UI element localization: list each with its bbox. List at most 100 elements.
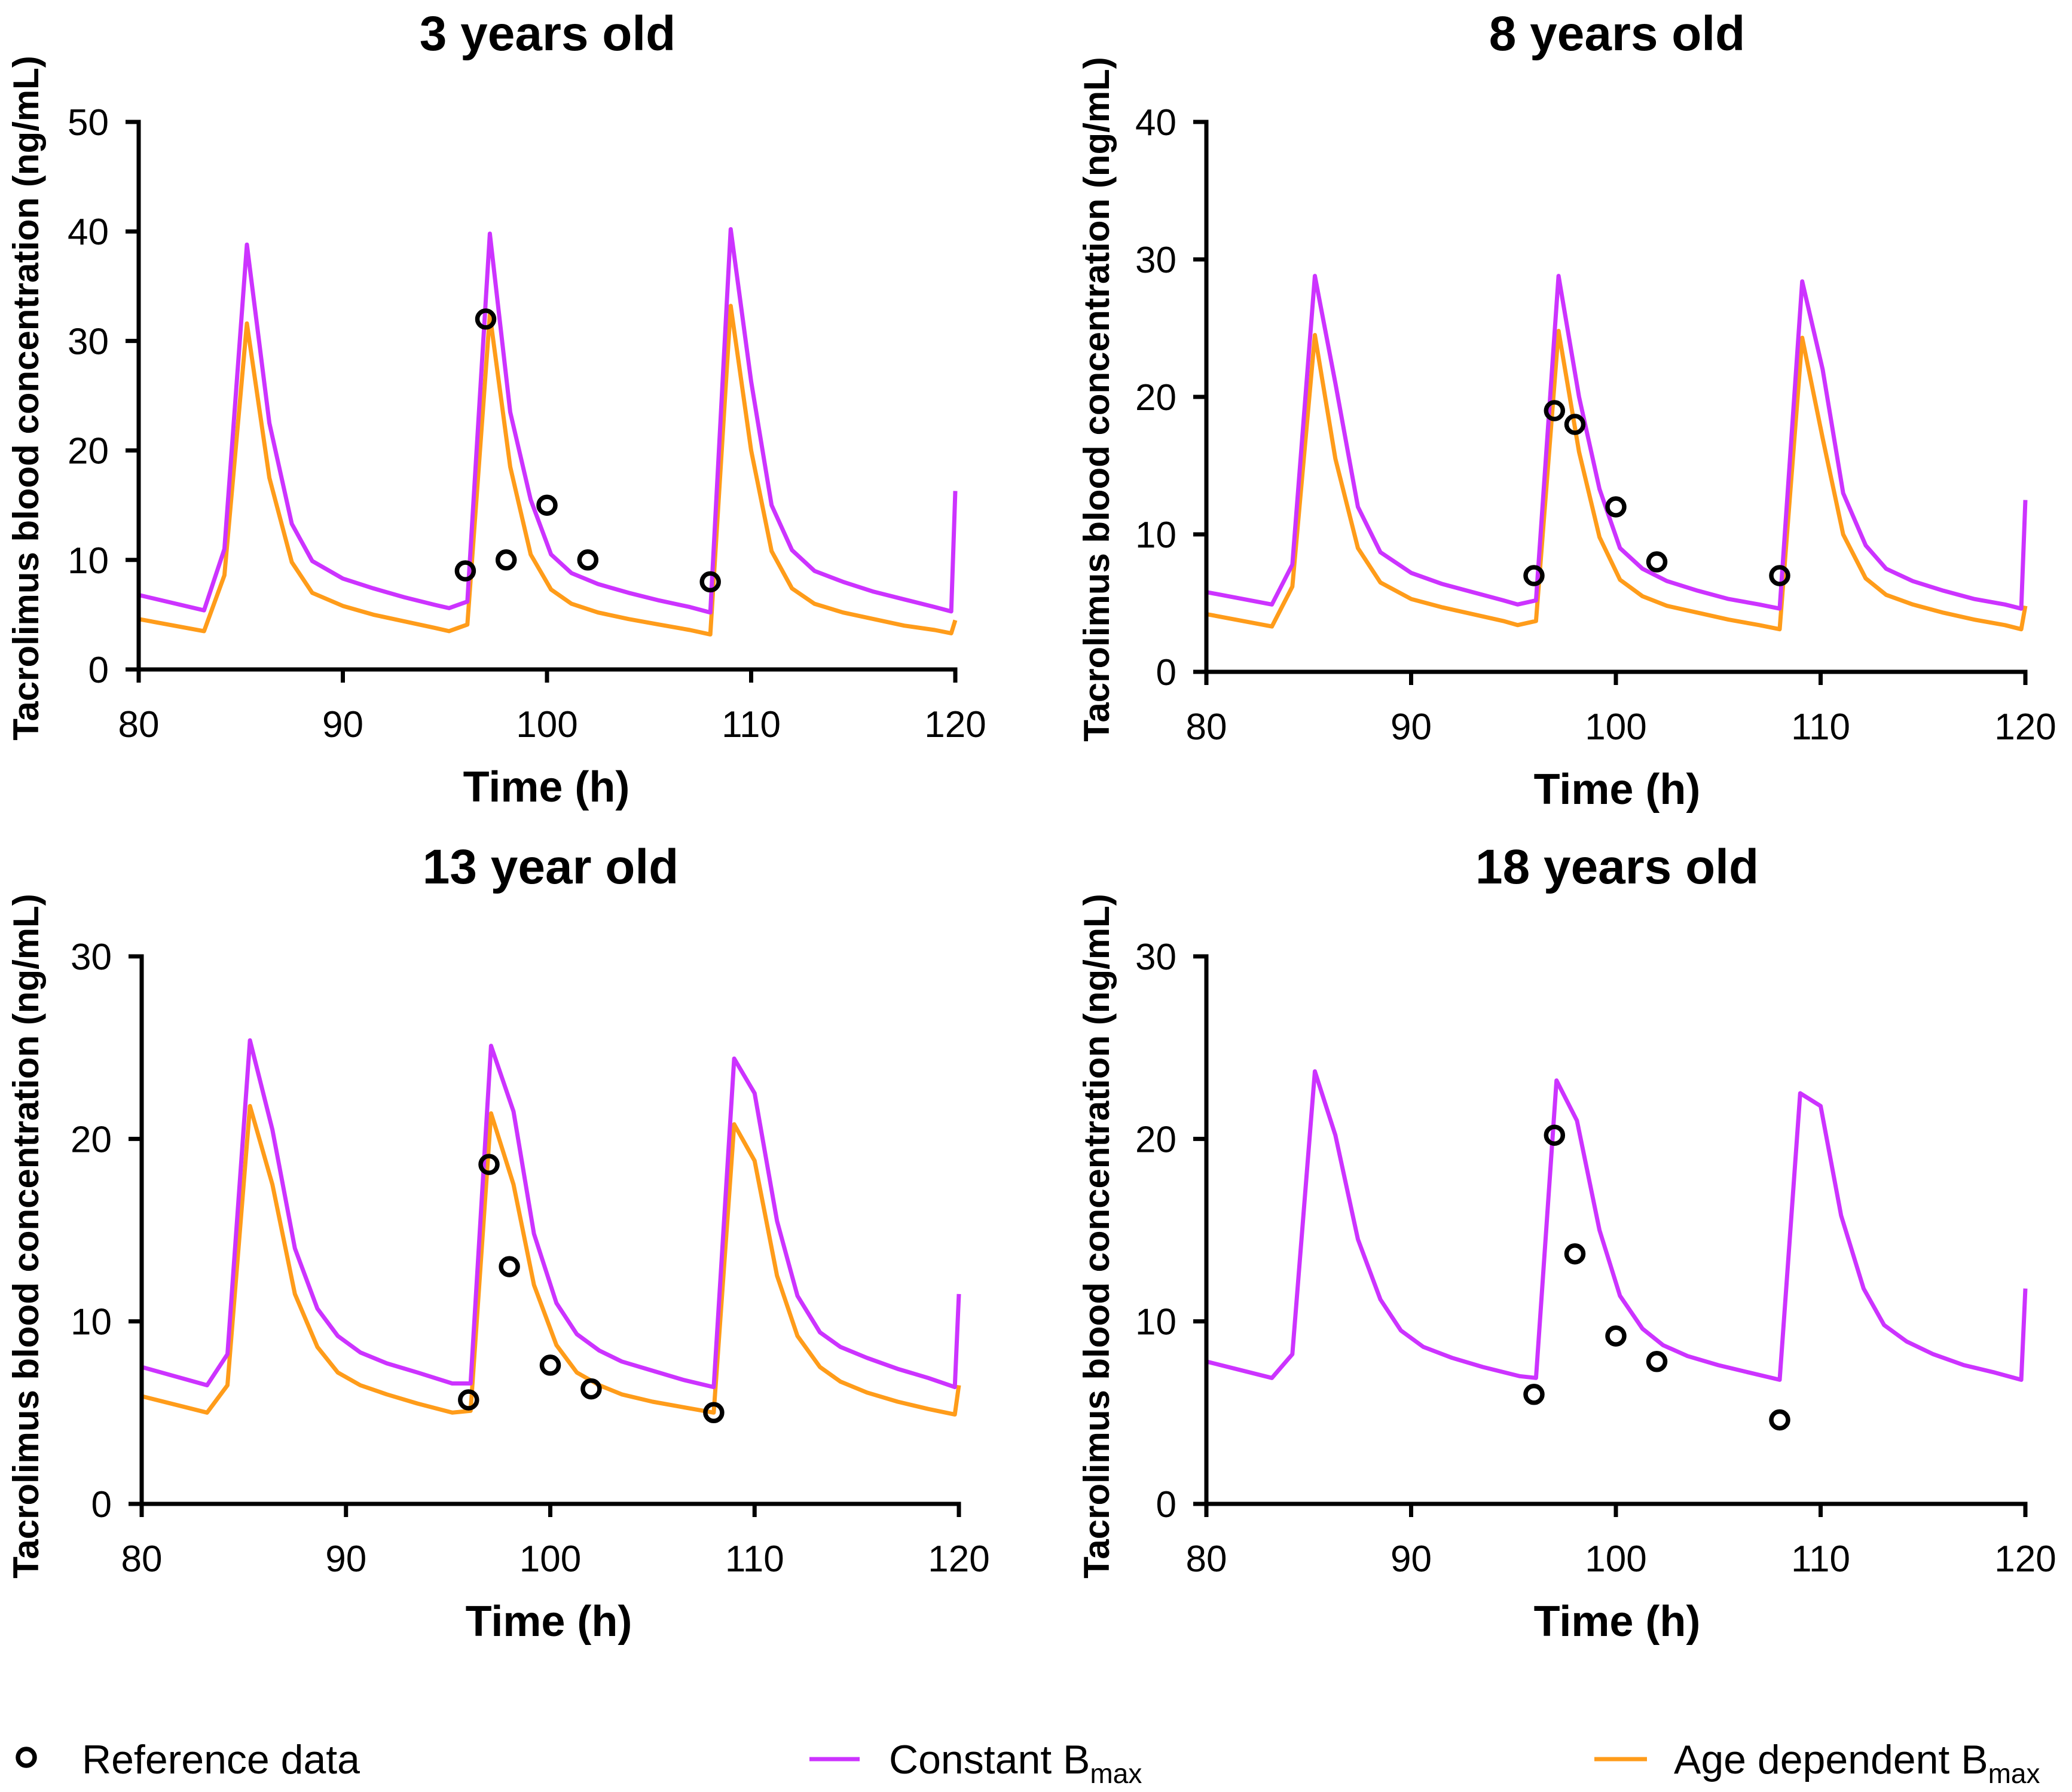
y-tick-label: 20 [71, 1119, 112, 1160]
reference-data-point [580, 1378, 602, 1400]
x-tick-label: 90 [322, 704, 363, 745]
reference-data-point [1769, 1409, 1790, 1431]
y-tick-label: 40 [1135, 102, 1176, 143]
axes: 0 10 20 30 40 50 80 90 100 110 120 [68, 102, 986, 745]
reference-data-point [1523, 565, 1545, 586]
constant-bmax-line [138, 227, 958, 615]
y-tick-label: 10 [68, 540, 109, 582]
y-tick-label: 20 [1135, 377, 1176, 418]
reference-data-point [1769, 565, 1790, 586]
axes: 0 10 20 30 80 90 100 110 120 [71, 937, 990, 1580]
y-axis-label: Tacrolimus blood concentration (ng/mL) [1077, 57, 1117, 742]
y-axis-label: Tacrolimus blood concentration (ng/mL) [6, 894, 46, 1579]
panel-13-year-old: 13 year old Tacrolimus blood concentrati… [6, 840, 990, 1646]
panel-18-years-old: 18 years old Tacrolimus blood concentrat… [1077, 840, 2056, 1646]
x-tick-label: 120 [924, 704, 986, 745]
x-tick-label: 90 [325, 1539, 366, 1580]
reference-data-point [539, 1354, 561, 1376]
x-tick-label: 80 [1186, 707, 1227, 748]
age-dependent-bmax-line [141, 1103, 961, 1417]
y-tick-label: 30 [1135, 937, 1176, 978]
x-axis-label: Time (h) [1534, 766, 1701, 814]
legend-label-age-dependent-subscript: max [1988, 1758, 2040, 1789]
plot-area [138, 227, 958, 637]
reference-data-point [577, 549, 599, 571]
reference-data-point [1605, 496, 1627, 518]
legend-label-reference-data: Reference data [82, 1737, 360, 1782]
reference-data-point [1523, 1384, 1545, 1405]
reference-data-point [478, 1154, 500, 1175]
constant-bmax-line [1206, 1069, 2028, 1382]
x-tick-label: 110 [722, 704, 781, 745]
legend-label-constant-subscript: max [1090, 1758, 1142, 1789]
y-tick-label: 10 [1135, 515, 1176, 556]
y-tick-label: 40 [68, 212, 109, 253]
x-tick-label: 100 [1585, 1539, 1646, 1580]
age-dependent-bmax-line [1206, 329, 2028, 632]
panel-title: 8 years old [1489, 7, 1745, 61]
y-tick-label: 0 [88, 650, 109, 691]
x-tick-label: 80 [118, 704, 160, 745]
x-tick-label: 100 [1585, 707, 1646, 748]
y-tick-label: 0 [1156, 652, 1176, 693]
x-tick-label: 110 [1791, 1539, 1850, 1580]
x-tick-label: 120 [1994, 1539, 2056, 1580]
reference-data-point [499, 1256, 520, 1277]
x-tick-label: 90 [1390, 707, 1432, 748]
plot-area [1206, 1069, 2028, 1431]
y-tick-label: 10 [1135, 1302, 1176, 1343]
reference-data-point [1564, 414, 1586, 435]
reference-data-point [1564, 1243, 1586, 1265]
constant-bmax-line [141, 1038, 961, 1390]
legend: Reference data Constant Bmax Age depende… [16, 1737, 2040, 1789]
reference-data-point [536, 494, 558, 516]
y-tick-label: 0 [91, 1484, 112, 1525]
panel-title: 18 years old [1475, 840, 1759, 894]
x-tick-label: 80 [121, 1539, 163, 1580]
x-tick-label: 120 [928, 1539, 989, 1580]
axes: 0 10 20 30 80 90 100 110 120 [1135, 937, 2056, 1580]
reference-data-point [1544, 400, 1566, 421]
legend-label-constant-main: Constant B [889, 1737, 1090, 1782]
reference-data-point [703, 1402, 725, 1424]
reference-data-point [699, 571, 721, 593]
plot-area [141, 1038, 961, 1424]
x-tick-label: 110 [725, 1539, 784, 1580]
y-tick-label: 10 [71, 1302, 112, 1343]
panel-title: 13 year old [423, 840, 679, 894]
y-axis-label: Tacrolimus blood concentration (ng/mL) [1077, 894, 1117, 1579]
y-tick-label: 30 [1135, 240, 1176, 281]
legend-label-age-dependent-bmax: Age dependent Bmax [1674, 1737, 2040, 1789]
panel-title: 3 years old [420, 7, 676, 61]
reference-data-point [495, 549, 517, 571]
y-tick-label: 0 [1156, 1484, 1176, 1525]
x-tick-label: 100 [516, 704, 577, 745]
y-tick-label: 20 [1135, 1119, 1176, 1160]
reference-data-point [1646, 551, 1668, 573]
reference-data-point [454, 560, 476, 582]
y-axis-label: Tacrolimus blood concentration (ng/mL) [6, 56, 46, 741]
x-axis-label: Time (h) [463, 763, 630, 811]
reference-data-point [475, 308, 497, 330]
axes: 0 10 20 30 40 80 90 100 110 120 [1135, 102, 2056, 748]
age-dependent-bmax-line [138, 304, 958, 637]
y-tick-label: 20 [68, 431, 109, 472]
y-tick-label: 30 [68, 321, 109, 362]
panel-3-years-old: 3 years old Tacrolimus blood concentrati… [6, 7, 986, 811]
y-tick-label: 30 [71, 937, 112, 978]
x-tick-label: 120 [1994, 707, 2056, 748]
legend-label-constant-bmax: Constant Bmax [889, 1737, 1142, 1789]
plot-area [1206, 274, 2028, 632]
x-axis-label: Time (h) [1534, 1598, 1701, 1646]
x-axis-label: Time (h) [466, 1598, 632, 1646]
y-tick-label: 50 [68, 102, 109, 143]
reference-data-point [1646, 1351, 1668, 1372]
x-tick-label: 90 [1390, 1539, 1432, 1580]
reference-data-point [1544, 1124, 1566, 1146]
legend-reference-data-marker [16, 1747, 37, 1768]
constant-bmax-line [1206, 274, 2028, 611]
legend-label-age-dependent-main: Age dependent B [1674, 1737, 1988, 1782]
panel-8-years-old: 8 years old Tacrolimus blood concentrati… [1077, 7, 2056, 814]
x-tick-label: 100 [519, 1539, 581, 1580]
